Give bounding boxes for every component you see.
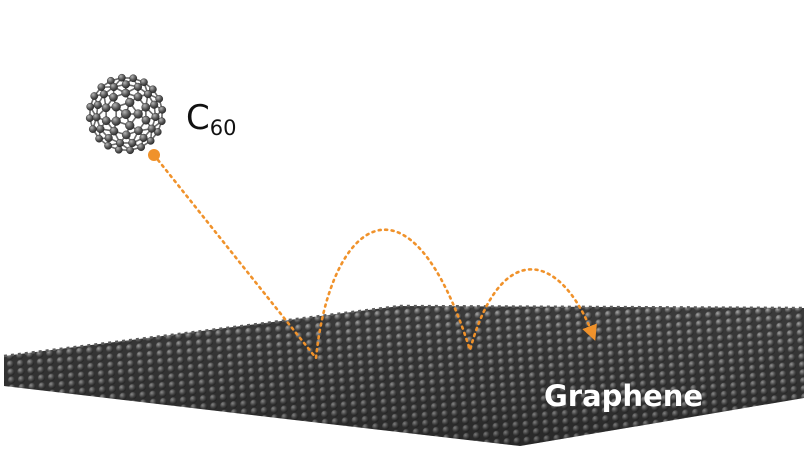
graphene-sheet <box>3 304 804 446</box>
trajectory-start-dot <box>148 149 160 161</box>
c60-molecule-icon <box>85 73 167 155</box>
molecule-label-main: C <box>186 98 210 138</box>
graphene-label: Graphene <box>544 379 703 413</box>
molecule-label-subscript: 60 <box>210 116 237 140</box>
molecule-label: C60 <box>186 98 236 140</box>
trajectory-path <box>152 153 597 362</box>
